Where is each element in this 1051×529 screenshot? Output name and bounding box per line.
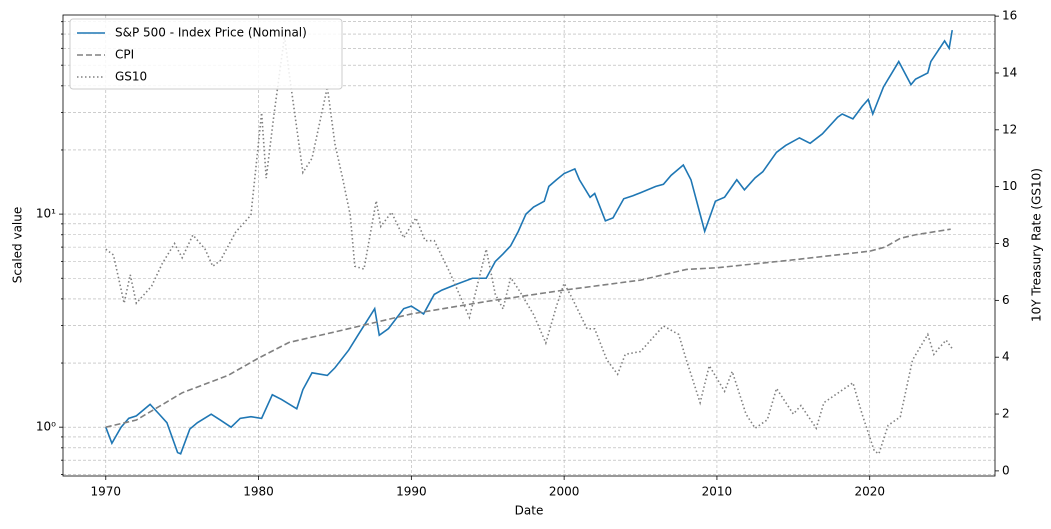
- y2-tick-label: 2: [1002, 407, 1010, 421]
- y2-tick-label: 8: [1002, 236, 1010, 250]
- y-tick-label: 10⁰: [36, 420, 56, 434]
- y2-tick-label: 4: [1002, 350, 1010, 364]
- x-tick-label: 1970: [91, 485, 122, 499]
- x-tick-label: 2020: [854, 485, 885, 499]
- x-tick-label: 1980: [243, 485, 274, 499]
- legend-box: [69, 18, 343, 90]
- series-line: [105, 228, 951, 428]
- y2-axis-label: 10Y Treasury Rate (GS10): [1030, 168, 1044, 322]
- legend-label: GS10: [115, 70, 147, 84]
- x-axis-label: Date: [515, 504, 544, 518]
- plot-frame: [62, 14, 996, 477]
- series-line: [105, 30, 954, 455]
- series-line: [105, 35, 953, 456]
- y2-tick-label: 0: [1002, 463, 1010, 477]
- y2-tick-label: 6: [1002, 293, 1010, 307]
- y2-tick-label: 14: [1002, 65, 1017, 79]
- legend-label: S&P 500 - Index Price (Nominal): [115, 26, 307, 40]
- y2-tick-label: 12: [1002, 122, 1017, 136]
- x-tick-label: 2000: [549, 485, 580, 499]
- x-tick-label: 1990: [396, 485, 427, 499]
- y2-tick-label: 10: [1002, 179, 1017, 193]
- x-tick-label: 2010: [702, 485, 733, 499]
- y2-tick-label: 16: [1002, 9, 1017, 23]
- y-tick-label: 10¹: [36, 207, 56, 221]
- y-axis-label: Scaled value: [11, 207, 25, 284]
- legend-label: CPI: [115, 48, 134, 62]
